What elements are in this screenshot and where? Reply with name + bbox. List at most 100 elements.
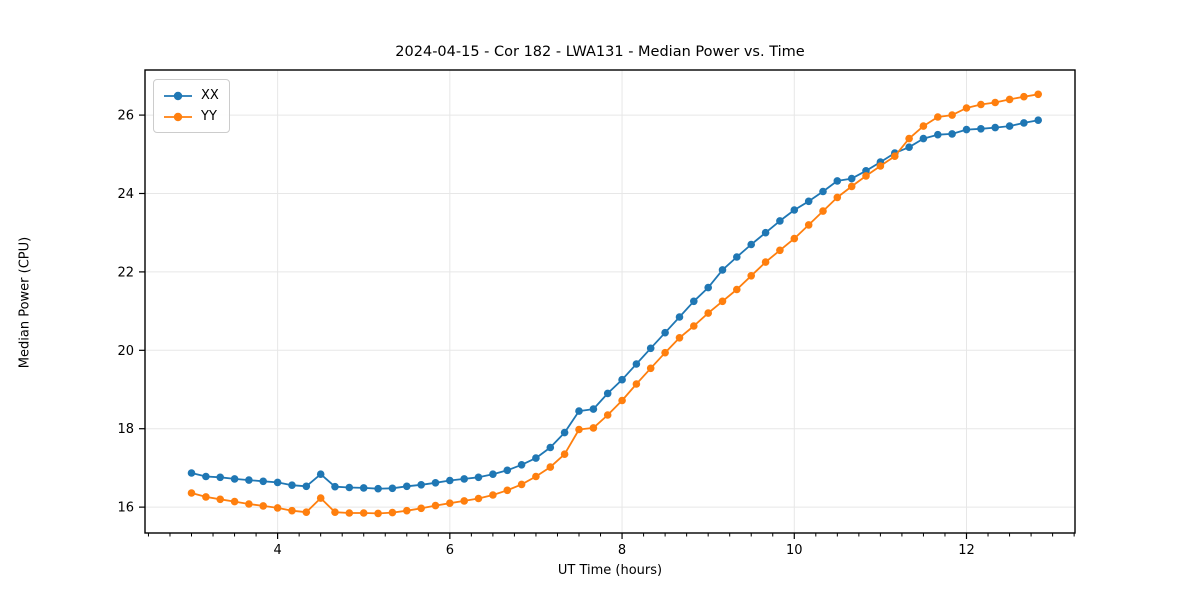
series-yy-marker — [532, 472, 540, 481]
series-xx-marker — [632, 360, 641, 368]
series-yy-marker — [331, 508, 339, 516]
series-yy-marker — [259, 502, 268, 510]
legend-item-yy: YY — [162, 106, 219, 127]
x-tick-label: 10 — [786, 543, 803, 558]
series-xx-marker — [833, 177, 842, 185]
series-yy-marker — [273, 504, 282, 512]
series-yy-marker — [288, 506, 296, 515]
series-xx-marker — [446, 476, 454, 485]
series-xx-marker — [474, 473, 483, 482]
series-yy-marker — [962, 104, 971, 112]
series-yy-marker — [374, 509, 382, 518]
series-yy-marker — [919, 122, 928, 130]
y-axis-label: Median Power (CPU) — [17, 236, 33, 369]
series-yy-marker — [460, 497, 469, 505]
series-yy-marker — [216, 495, 224, 504]
x-axis-label: UT Time (hours) — [557, 563, 663, 578]
series-xx-marker — [273, 478, 282, 487]
series-yy-marker — [202, 493, 210, 501]
series-yy-marker — [790, 234, 799, 243]
series-yy-marker — [804, 221, 813, 229]
series-xx — [187, 116, 1042, 493]
series-yy-marker — [230, 497, 239, 506]
series-yy-marker — [603, 411, 612, 419]
series-yy-marker — [862, 172, 870, 180]
series-yy-marker — [245, 500, 253, 508]
series-yy-marker — [546, 463, 555, 471]
series-xx-marker — [517, 461, 526, 469]
series-yy-marker — [560, 450, 569, 459]
series-yy-marker — [489, 491, 497, 499]
y-tick-label: 16 — [117, 501, 134, 516]
series-yy-marker — [847, 182, 856, 191]
xx-swatch-dot — [173, 91, 183, 100]
series-xx-marker — [245, 476, 253, 484]
plot-border — [144, 69, 1076, 534]
series-yy-marker — [302, 508, 311, 516]
series-xx-marker — [503, 466, 512, 475]
series-xx-marker — [675, 313, 684, 321]
series-xx-marker — [704, 283, 712, 292]
series-xx-marker — [690, 297, 698, 306]
series-xx-marker — [1020, 119, 1028, 127]
series-xx-marker — [977, 125, 985, 133]
series-xx-marker — [948, 130, 956, 138]
series-yy-marker — [1034, 90, 1042, 99]
series-xx-marker — [847, 174, 856, 183]
series-yy-marker — [747, 272, 755, 280]
spines — [144, 69, 1076, 534]
series-yy-line — [191, 93, 1039, 515]
y-tick-label: 20 — [117, 344, 134, 359]
series-yy-marker — [446, 499, 454, 508]
series-yy-marker — [345, 509, 354, 517]
legend-label-yy: YY — [201, 109, 217, 124]
series-xx-marker — [589, 405, 598, 413]
series-xx-marker — [905, 143, 913, 151]
series-xx-marker — [804, 197, 813, 206]
x-tick-label: 4 — [273, 543, 281, 558]
chart-title: 2024-04-15 - Cor 182 - LWA131 - Median P… — [395, 44, 805, 60]
series-xx-marker — [187, 469, 196, 477]
series-xx-marker — [991, 123, 999, 132]
series-yy-marker — [891, 152, 899, 160]
series-xx-marker — [374, 484, 382, 493]
series-yy-marker — [876, 162, 885, 170]
series-xx-marker — [403, 482, 411, 491]
series-xx-marker — [603, 389, 612, 398]
legend: XX YY — [153, 79, 230, 133]
series-xx-marker — [575, 407, 583, 415]
series-xx-marker — [733, 253, 741, 261]
series-yy-marker — [359, 509, 368, 517]
yy-swatch-dot — [173, 112, 183, 121]
xx-line-marker-icon — [164, 91, 192, 100]
series-xx-marker — [489, 470, 497, 479]
series-xx-marker — [776, 217, 784, 225]
series-yy-marker — [474, 494, 483, 503]
series-xx-marker — [359, 484, 368, 492]
series-yy-marker — [905, 134, 913, 143]
series-yy-marker — [632, 380, 641, 388]
series-yy-marker — [819, 207, 827, 215]
series-xx-marker — [532, 454, 540, 462]
x-tick-label: 12 — [958, 543, 975, 558]
series-xx-marker — [661, 328, 669, 337]
series-xx-marker — [646, 344, 655, 353]
series-xx-marker — [718, 266, 727, 274]
series-xx-marker — [431, 479, 440, 487]
x-tick-label: 8 — [618, 543, 626, 558]
grid — [145, 70, 1075, 533]
y-tick-label: 24 — [117, 187, 134, 202]
series-xx-marker — [560, 428, 569, 437]
series-xx-marker — [546, 443, 555, 452]
series-yy-marker — [618, 396, 626, 405]
series-yy-marker — [776, 246, 784, 255]
series-yy-marker — [431, 501, 440, 510]
x-tick-label: 6 — [446, 543, 454, 558]
series-xx-marker — [259, 477, 268, 486]
series-xx-line — [191, 119, 1039, 490]
series-yy-marker — [1020, 92, 1028, 101]
series-xx-marker — [460, 475, 469, 483]
series-yy-marker — [733, 285, 741, 294]
series-xx-marker — [618, 375, 626, 384]
